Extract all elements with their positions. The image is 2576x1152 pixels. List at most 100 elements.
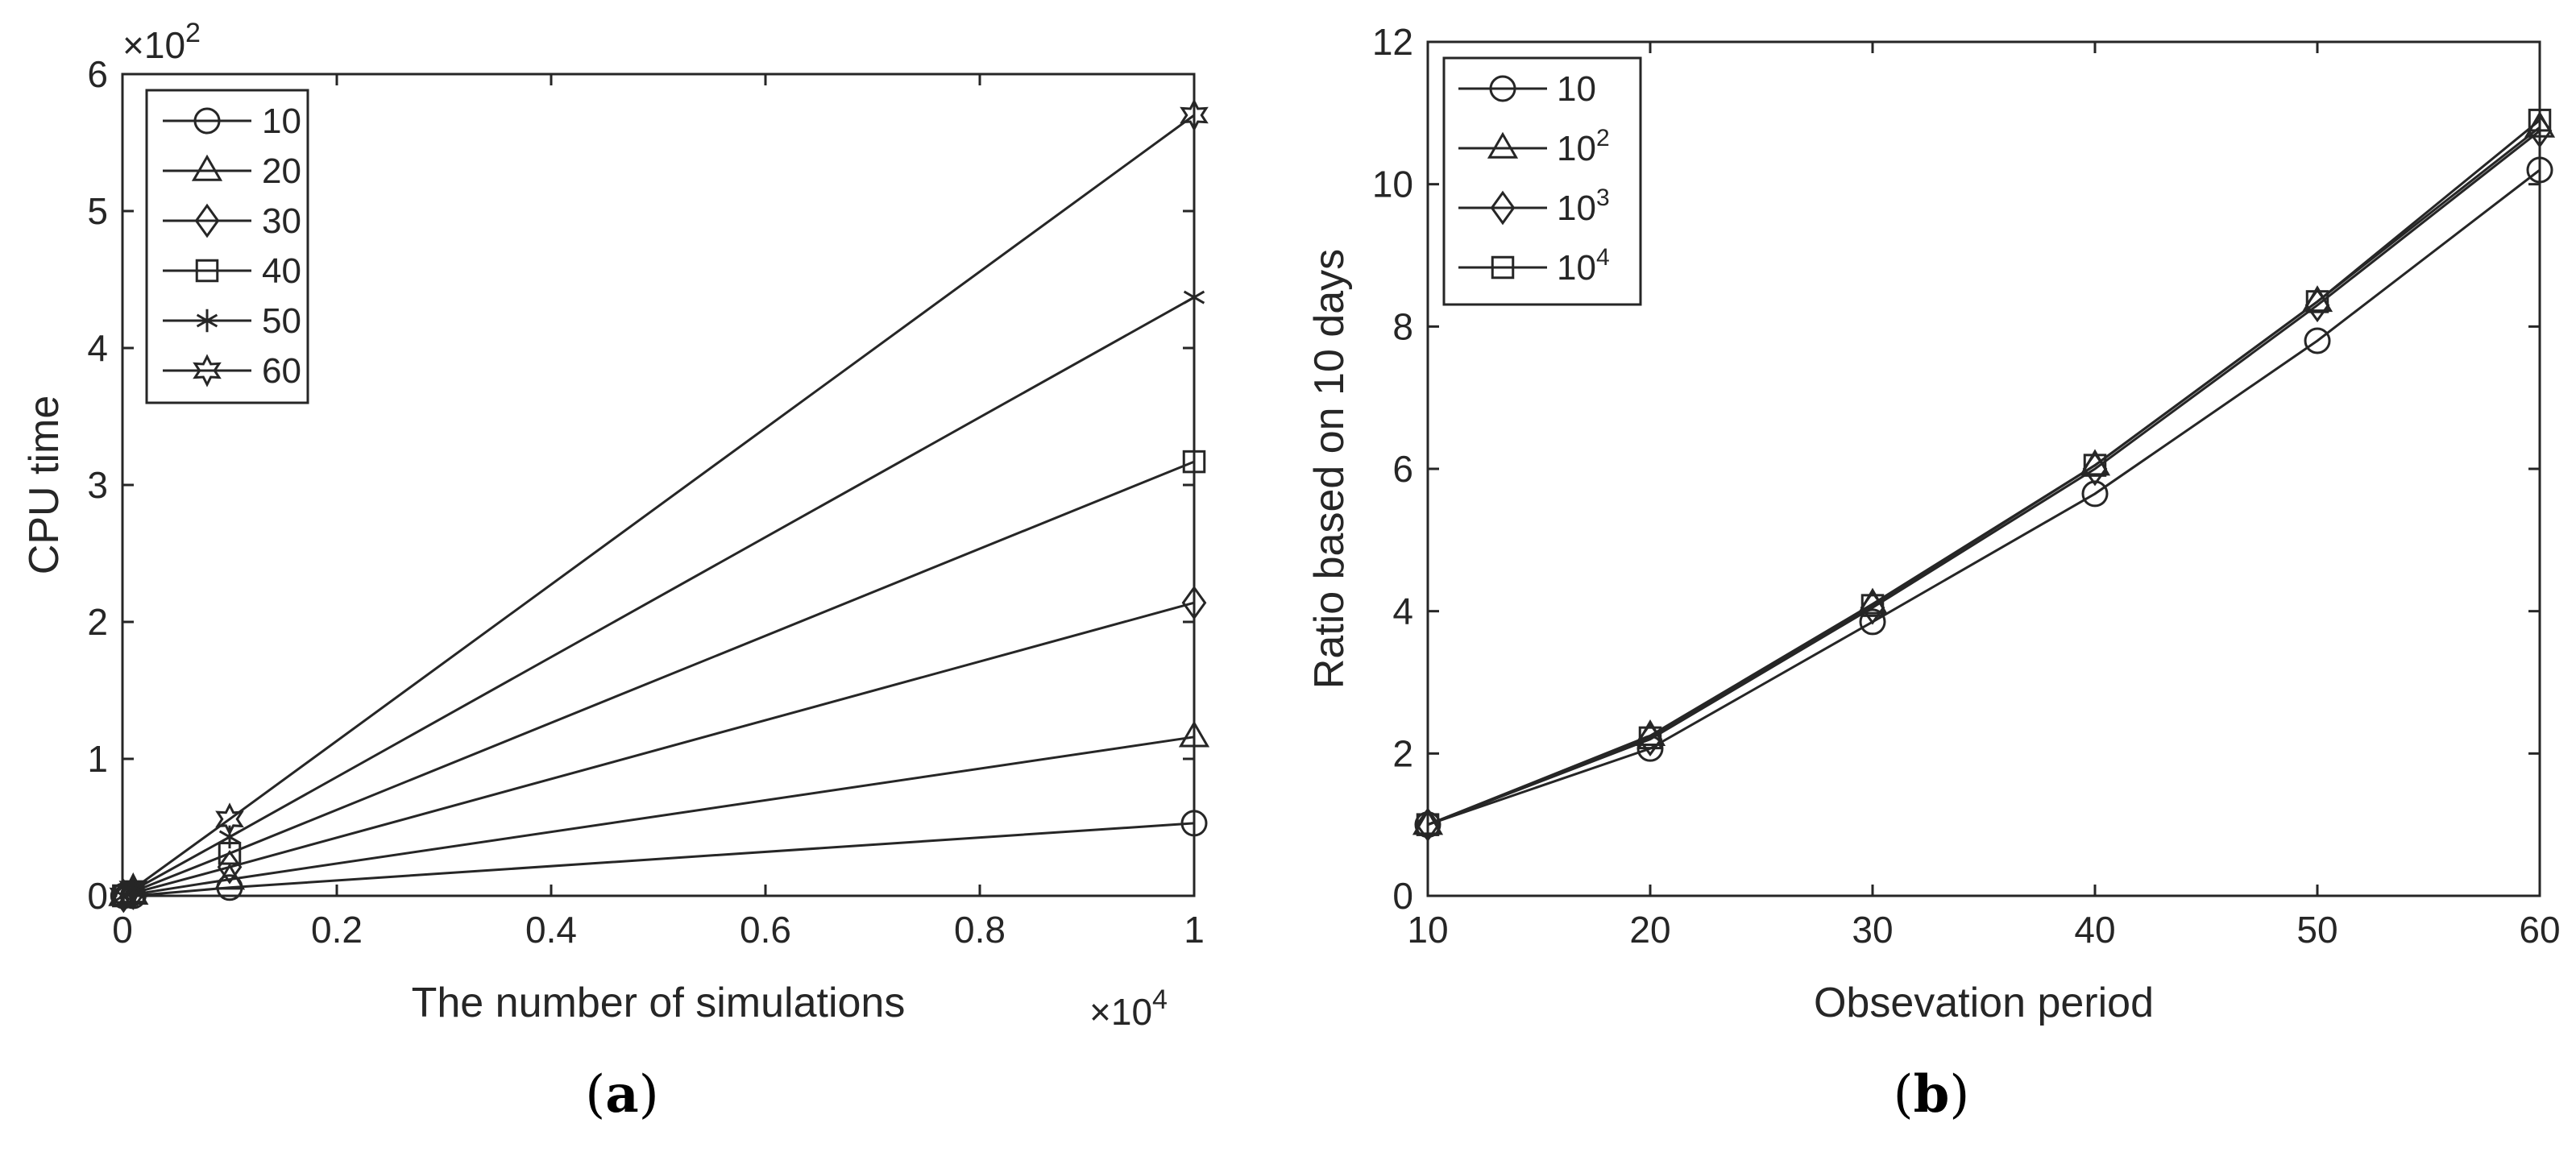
chart-a-x-scale-base: ×10 <box>1089 991 1152 1033</box>
chart-b-y-axis-label: Ratio based on 10 days <box>1306 249 1353 689</box>
caption-a-close: ) <box>639 1065 659 1125</box>
chart-b-xtick-label: 30 <box>1852 909 1893 951</box>
chart-a-legend-label: 10 <box>262 102 301 141</box>
chart-a-xtick-label: 0.6 <box>740 909 791 951</box>
caption-a-open: ( <box>585 1065 605 1125</box>
chart-b-legend-label-exp: 4 <box>1596 244 1610 271</box>
chart-b-legend-entry: 102 <box>1458 125 1610 168</box>
chart-b-legend-label: 103 <box>1557 184 1610 228</box>
caption-b-open: ( <box>1894 1065 1914 1125</box>
chart-b-series-line <box>1427 168 2541 827</box>
chart-b-point-circle <box>1859 608 1886 636</box>
chart-b-legend-entry: 10 <box>1458 69 1596 109</box>
chart-a-ytick-label: 3 <box>87 464 108 506</box>
chart-a-point-asterisk <box>218 825 241 849</box>
chart-b-point-diamond <box>1860 590 1885 625</box>
chart-a-series-line <box>123 736 1195 897</box>
chart-a-legend-entry: 40 <box>163 251 301 291</box>
chart-b-xtick-label: 40 <box>2074 909 2115 951</box>
chart-b-x-axis-label: Obsevation period <box>1814 980 2154 1026</box>
chart-a-x-scale: ×104 <box>1089 984 1168 1033</box>
chart-b-legend-label-base: 10 <box>1557 69 1596 109</box>
chart-b-legend-label: 10 <box>1557 69 1596 109</box>
chart-a-xtick-label: 0.2 <box>311 909 363 951</box>
chart-a-ytick-label: 4 <box>87 327 108 369</box>
chart-a-legend: 10 20 30 40 50 60 <box>145 89 309 404</box>
chart-b-legend-label-base: 10 <box>1557 248 1596 288</box>
chart-b-legend-label-exp: 2 <box>1596 125 1610 151</box>
chart-a-ytick-label: 0 <box>87 875 108 917</box>
chart-b-legend-label-base: 10 <box>1557 189 1596 228</box>
chart-a-legend-box <box>145 89 309 404</box>
chart-b-point-diamond <box>2304 288 2330 323</box>
chart-b-ticks: 10 20 30 40 50 60 0 2 4 6 8 10 12 <box>1372 21 2561 951</box>
chart-a-legend-label: 20 <box>262 151 301 191</box>
caption-b: (b) <box>1894 1064 1970 1125</box>
chart-a-x-axis-label: The number of simulations <box>412 980 906 1026</box>
chart-a-legend-marker-asterisk <box>196 309 218 333</box>
chart-b-xtick-label: 20 <box>1629 909 1670 951</box>
chart-a-series-30 <box>110 585 1207 914</box>
chart-b-ytick-label: 6 <box>1392 448 1413 490</box>
chart-b-point-square <box>2305 290 2329 313</box>
chart-a-series-line <box>122 601 1195 897</box>
chart-a-point-triangle <box>214 863 246 890</box>
chart-a-xtick-label: 1 <box>1184 909 1205 951</box>
chart-a-ytick-label: 6 <box>87 53 108 95</box>
chart-a-legend-label: 50 <box>262 301 301 341</box>
chart-b-ytick-label: 2 <box>1392 732 1413 774</box>
chart-b-point-circle <box>2081 480 2109 508</box>
chart-a-legend-marker-diamond <box>194 203 220 238</box>
chart-a-point-diamond <box>217 849 243 885</box>
chart-a-point-hexagram <box>215 802 244 836</box>
chart-b-ytick-label: 4 <box>1392 591 1413 632</box>
chart-a-y-scale: ×102 <box>122 18 201 66</box>
chart-b-point-square <box>1638 726 1662 750</box>
chart-a-y-scale-base: ×10 <box>122 24 185 66</box>
chart-b-xtick-label: 60 <box>2519 909 2560 951</box>
chart-b-series-layer <box>1412 108 2556 842</box>
chart-a-legend-entry: 20 <box>163 151 301 191</box>
chart-b-point-circle <box>2304 327 2331 354</box>
caption-a-letter: a <box>605 1064 638 1125</box>
chart-b-point-square <box>2083 454 2107 477</box>
chart-a-xtick-label: 0 <box>112 909 133 951</box>
chart-b-ytick-label: 0 <box>1392 875 1413 917</box>
chart-b-xtick-label: 10 <box>1407 909 1448 951</box>
chart-b-legend-marker-square <box>1491 255 1515 280</box>
chart-b-legend-marker-diamond <box>1490 190 1516 226</box>
chart-b-series-line <box>1427 119 2541 827</box>
chart-a-ytick-label: 5 <box>87 190 108 232</box>
chart-b-legend-label: 104 <box>1557 244 1610 288</box>
chart-a-xtick-label: 0.8 <box>954 909 1006 951</box>
chart-b-point-square <box>1860 594 1885 617</box>
chart-b-legend-marker-triangle <box>1487 131 1519 159</box>
chart-a-legend-label: 30 <box>262 201 301 241</box>
chart-b-xtick-label: 50 <box>2296 909 2337 951</box>
chart-a-legend-entry: 30 <box>163 201 301 241</box>
caption-a: (a) <box>585 1064 658 1125</box>
chart-a-legend-marker-hexagram <box>193 354 222 387</box>
chart-a-xtick-label: 0.4 <box>525 909 577 951</box>
chart-a-legend-entry: 10 <box>163 102 301 141</box>
chart-a-legend-label: 60 <box>262 351 301 391</box>
chart-b-ytick-label: 12 <box>1372 21 1413 63</box>
chart-b-ytick-label: 10 <box>1372 164 1413 205</box>
caption-b-letter: b <box>1914 1064 1950 1125</box>
chart-a-legend-entry: 60 <box>163 351 301 391</box>
chart-a-y-axis-label: CPU time <box>21 396 68 574</box>
chart-a-legend-marker-triangle <box>191 154 223 181</box>
chart-a-legend-marker-circle <box>193 107 221 135</box>
chart-a-legend-label: 40 <box>262 251 301 291</box>
chart-a-x-scale-exp: 4 <box>1152 984 1168 1015</box>
chart-b-legend-label-exp: 3 <box>1596 184 1610 211</box>
chart-a-series-line <box>123 822 1195 897</box>
chart-a-point-hexagram <box>118 872 148 906</box>
caption-b-close: ) <box>1949 1065 1969 1125</box>
chart-a-ytick-label: 1 <box>87 738 108 780</box>
